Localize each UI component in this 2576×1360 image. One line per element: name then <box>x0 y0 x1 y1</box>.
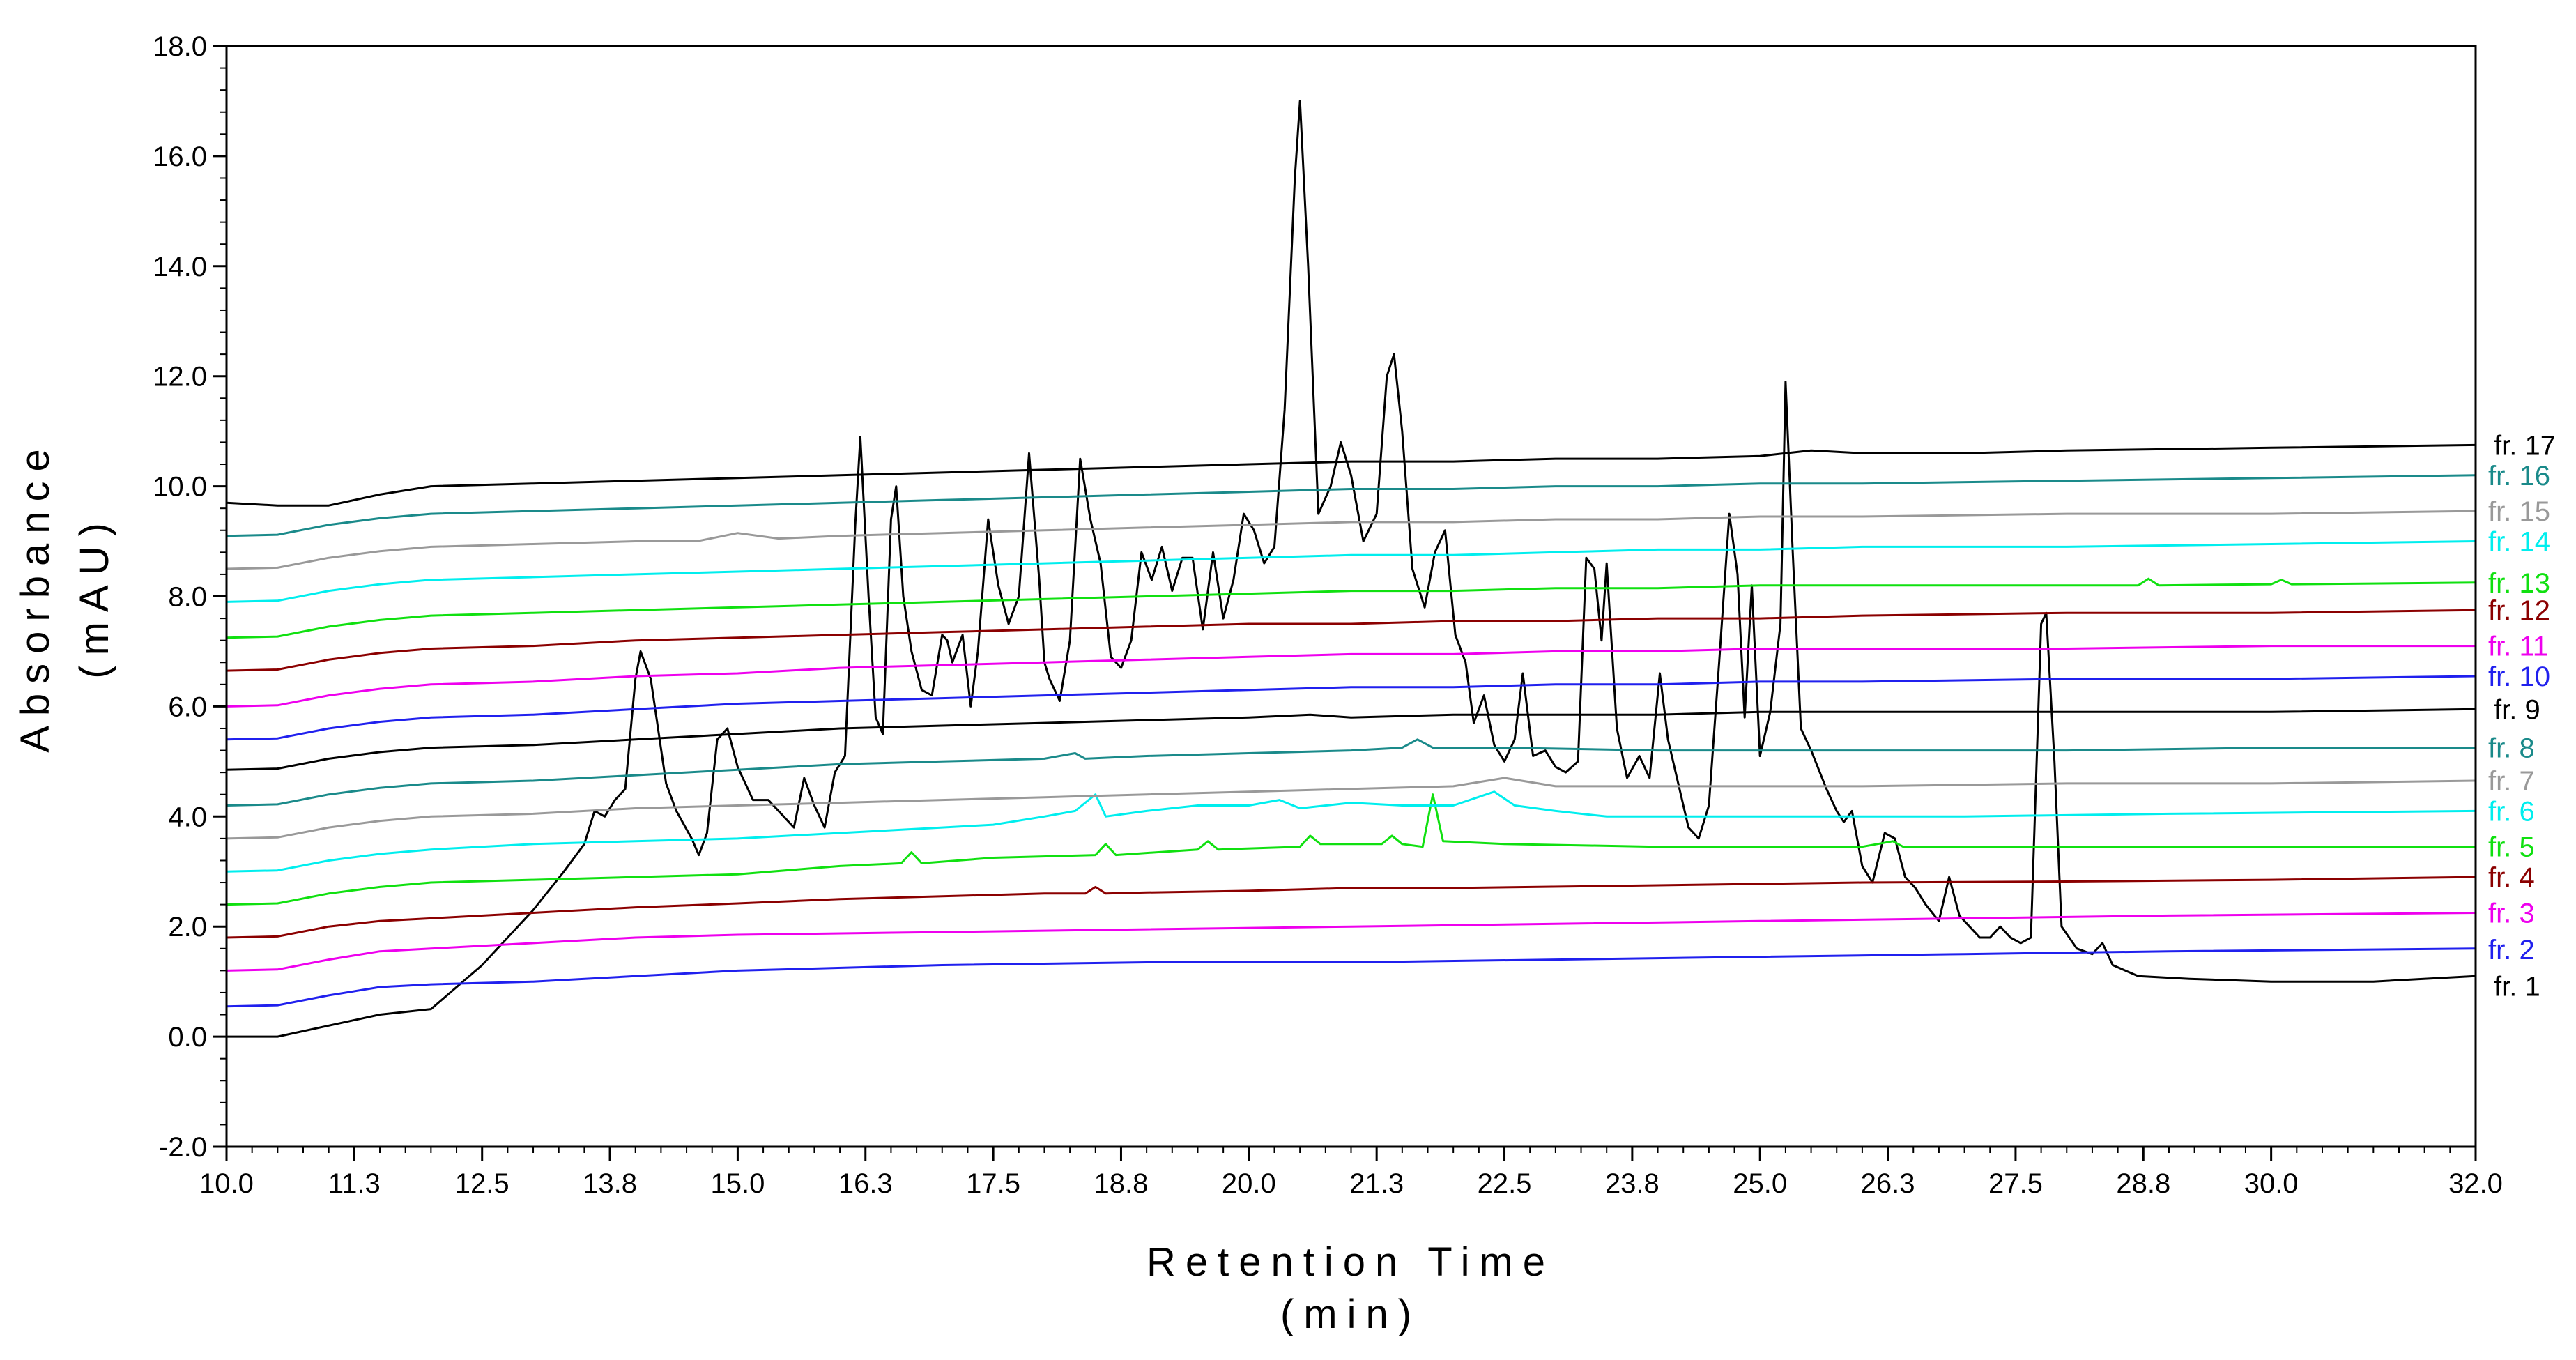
x-tick-label: 15.0 <box>710 1168 765 1199</box>
series-label: fr. 9 <box>2494 694 2540 725</box>
x-tick-label: 28.8 <box>2116 1168 2170 1199</box>
series-label: fr. 14 <box>2488 527 2550 558</box>
series-line <box>226 738 2476 807</box>
y-tick-label: 4.0 <box>168 802 207 832</box>
y-tick-label: 0.0 <box>168 1022 207 1053</box>
series-labels: fr. 1 fr. 2 fr. 3 fr. 4fr. 5 fr. 6fr. 7fr. 8… <box>2488 430 2556 1002</box>
series-line <box>226 474 2476 537</box>
x-tick-label: 17.5 <box>966 1168 1020 1199</box>
series-label: fr. 8 <box>2488 733 2535 764</box>
x-tick-label: 30.0 <box>2244 1168 2299 1199</box>
y-tick-label: 12.0 <box>153 362 207 392</box>
x-axis: 10.0 11.3 12.5 13.8 15.0 16.3 17.5 18.8 20.0 21.3… <box>199 1147 2503 1199</box>
series-label: fr. 12 <box>2488 595 2550 626</box>
y-axis-unit-text: (mAU) <box>72 513 117 679</box>
series-label: fr. 13 <box>2488 568 2550 599</box>
series-label: fr. 3 <box>2488 898 2535 929</box>
x-tick-label: 26.3 <box>1861 1168 1915 1199</box>
series-line <box>226 876 2476 939</box>
x-tick-label: 13.8 <box>583 1168 637 1199</box>
y-tick-label: 8.0 <box>168 582 207 613</box>
series-line <box>226 708 2476 771</box>
series-label: fr. 7 <box>2488 766 2535 797</box>
x-tick-label: 27.5 <box>1988 1168 2043 1199</box>
series-line <box>226 510 2476 570</box>
series-line <box>226 777 2476 840</box>
y-axis: -2.0 0.0 2.0 4.0 6.0 8.0 10.0 12.0 14.0 16.0 18.0 <box>153 31 227 1163</box>
series-label: fr. 2 <box>2488 935 2535 965</box>
y-axis-title: Absorbance (mAU) <box>13 439 117 753</box>
x-tick-label: 21.3 <box>1349 1168 1404 1199</box>
y-tick-label: -2.0 <box>159 1132 207 1163</box>
y-tick-label: 16.0 <box>153 142 207 172</box>
series-line <box>226 675 2476 741</box>
series-label: fr. 1 <box>2494 971 2540 1002</box>
series-layer <box>226 100 2476 1038</box>
series-line <box>227 100 2476 1038</box>
series-label: fr. 10 <box>2488 662 2550 692</box>
x-axis-title-text: Retention Time <box>1147 1239 1555 1285</box>
x-tick-label: 11.3 <box>328 1168 381 1199</box>
x-tick-label: 10.0 <box>199 1168 254 1199</box>
y-tick-label: 6.0 <box>168 692 207 722</box>
x-tick-label: 23.8 <box>1605 1168 1659 1199</box>
y-axis-title-text: Absorbance <box>13 439 58 753</box>
series-label: fr. 17 <box>2494 430 2556 461</box>
x-tick-label: 22.5 <box>1478 1168 1532 1199</box>
y-tick-label: 10.0 <box>153 472 207 503</box>
series-label: fr. 6 <box>2488 796 2535 827</box>
x-tick-label: 18.8 <box>1094 1168 1149 1199</box>
series-line <box>226 947 2476 1008</box>
series-line <box>226 912 2476 972</box>
series-line <box>226 790 2476 873</box>
series-line <box>226 443 2476 507</box>
y-tick-label: 2.0 <box>168 912 207 942</box>
series-line <box>226 645 2476 708</box>
x-tick-label: 16.3 <box>838 1168 893 1199</box>
series-label: fr. 16 <box>2488 461 2550 491</box>
y-tick-label: 14.0 <box>153 252 207 282</box>
series-label: fr. 11 <box>2488 632 2548 662</box>
y-tick-label: 18.0 <box>153 31 207 62</box>
series-line <box>226 540 2476 603</box>
x-tick-label: 25.0 <box>1733 1168 1787 1199</box>
series-label: fr. 5 <box>2488 832 2535 863</box>
series-label: fr. 4 <box>2488 862 2535 893</box>
x-tick-label: 20.0 <box>1222 1168 1276 1199</box>
x-tick-label: 12.5 <box>455 1168 509 1199</box>
series-label: fr. 15 <box>2488 496 2550 527</box>
series-line <box>226 609 2476 672</box>
x-tick-label: 32.0 <box>2448 1168 2503 1199</box>
x-axis-unit-text: (min) <box>1280 1292 1421 1337</box>
series-line <box>226 793 2476 906</box>
series-line <box>226 577 2476 639</box>
